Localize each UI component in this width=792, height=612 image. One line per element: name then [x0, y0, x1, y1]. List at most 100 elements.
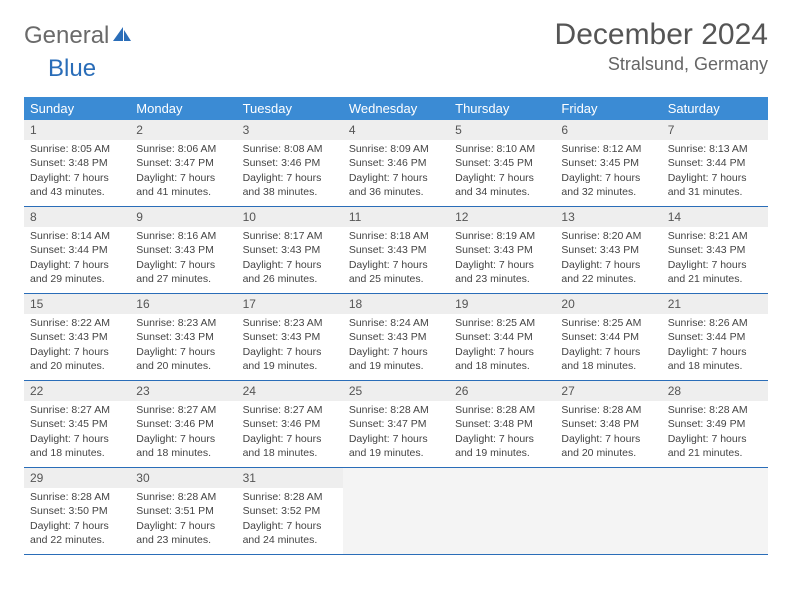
day-details: Sunrise: 8:05 AMSunset: 3:48 PMDaylight:…: [24, 140, 130, 205]
day-number: 6: [555, 120, 661, 140]
daylight-text: and 20 minutes.: [561, 446, 655, 460]
daylight-text: and 18 minutes.: [136, 446, 230, 460]
daylight-text: Daylight: 7 hours: [349, 345, 443, 359]
day-number: 12: [449, 207, 555, 227]
daylight-text: Daylight: 7 hours: [349, 171, 443, 185]
daylight-text: and 23 minutes.: [136, 533, 230, 547]
week-row: 1Sunrise: 8:05 AMSunset: 3:48 PMDaylight…: [24, 120, 768, 206]
day-cell: 31Sunrise: 8:28 AMSunset: 3:52 PMDayligh…: [237, 468, 343, 554]
sunset-text: Sunset: 3:43 PM: [668, 243, 762, 257]
empty-day: [343, 468, 449, 488]
empty-day: [662, 468, 768, 488]
day-details: Sunrise: 8:25 AMSunset: 3:44 PMDaylight:…: [449, 314, 555, 379]
sunrise-text: Sunrise: 8:23 AM: [136, 316, 230, 330]
day-details: Sunrise: 8:28 AMSunset: 3:49 PMDaylight:…: [662, 401, 768, 466]
daylight-text: Daylight: 7 hours: [243, 345, 337, 359]
sunset-text: Sunset: 3:43 PM: [455, 243, 549, 257]
sunset-text: Sunset: 3:49 PM: [668, 417, 762, 431]
day-number: 19: [449, 294, 555, 314]
day-details: Sunrise: 8:14 AMSunset: 3:44 PMDaylight:…: [24, 227, 130, 292]
day-details: Sunrise: 8:25 AMSunset: 3:44 PMDaylight:…: [555, 314, 661, 379]
day-cell: 26Sunrise: 8:28 AMSunset: 3:48 PMDayligh…: [449, 381, 555, 467]
sunrise-text: Sunrise: 8:14 AM: [30, 229, 124, 243]
daylight-text: Daylight: 7 hours: [30, 258, 124, 272]
sunset-text: Sunset: 3:46 PM: [243, 417, 337, 431]
day-cell: 10Sunrise: 8:17 AMSunset: 3:43 PMDayligh…: [237, 207, 343, 293]
day-number: 23: [130, 381, 236, 401]
day-cell: 14Sunrise: 8:21 AMSunset: 3:43 PMDayligh…: [662, 207, 768, 293]
daylight-text: and 26 minutes.: [243, 272, 337, 286]
daylight-text: Daylight: 7 hours: [561, 171, 655, 185]
daylight-text: and 19 minutes.: [349, 359, 443, 373]
day-details: Sunrise: 8:22 AMSunset: 3:43 PMDaylight:…: [24, 314, 130, 379]
empty-day: [555, 468, 661, 488]
daylight-text: Daylight: 7 hours: [455, 345, 549, 359]
day-cell: 15Sunrise: 8:22 AMSunset: 3:43 PMDayligh…: [24, 294, 130, 380]
day-cell: 20Sunrise: 8:25 AMSunset: 3:44 PMDayligh…: [555, 294, 661, 380]
day-cell: [343, 468, 449, 554]
day-details: Sunrise: 8:19 AMSunset: 3:43 PMDaylight:…: [449, 227, 555, 292]
daylight-text: and 18 minutes.: [561, 359, 655, 373]
day-cell: [555, 468, 661, 554]
day-cell: 22Sunrise: 8:27 AMSunset: 3:45 PMDayligh…: [24, 381, 130, 467]
sunrise-text: Sunrise: 8:28 AM: [243, 490, 337, 504]
day-number: 20: [555, 294, 661, 314]
day-label: Tuesday: [237, 97, 343, 120]
sunrise-text: Sunrise: 8:28 AM: [136, 490, 230, 504]
daylight-text: and 38 minutes.: [243, 185, 337, 199]
daylight-text: and 43 minutes.: [30, 185, 124, 199]
sunrise-text: Sunrise: 8:21 AM: [668, 229, 762, 243]
day-label: Wednesday: [343, 97, 449, 120]
day-details: Sunrise: 8:28 AMSunset: 3:52 PMDaylight:…: [237, 488, 343, 553]
day-details: Sunrise: 8:08 AMSunset: 3:46 PMDaylight:…: [237, 140, 343, 205]
sunrise-text: Sunrise: 8:17 AM: [243, 229, 337, 243]
daylight-text: Daylight: 7 hours: [668, 345, 762, 359]
day-details: Sunrise: 8:16 AMSunset: 3:43 PMDaylight:…: [130, 227, 236, 292]
day-number: 28: [662, 381, 768, 401]
daylight-text: and 20 minutes.: [136, 359, 230, 373]
daylight-text: Daylight: 7 hours: [455, 432, 549, 446]
day-cell: 23Sunrise: 8:27 AMSunset: 3:46 PMDayligh…: [130, 381, 236, 467]
daylight-text: Daylight: 7 hours: [668, 171, 762, 185]
sunset-text: Sunset: 3:43 PM: [349, 243, 443, 257]
sunrise-text: Sunrise: 8:23 AM: [243, 316, 337, 330]
sunrise-text: Sunrise: 8:16 AM: [136, 229, 230, 243]
day-details: Sunrise: 8:28 AMSunset: 3:51 PMDaylight:…: [130, 488, 236, 553]
daylight-text: Daylight: 7 hours: [455, 258, 549, 272]
logo-sail-icon: [111, 22, 133, 50]
sunset-text: Sunset: 3:43 PM: [349, 330, 443, 344]
day-cell: 28Sunrise: 8:28 AMSunset: 3:49 PMDayligh…: [662, 381, 768, 467]
daylight-text: Daylight: 7 hours: [30, 519, 124, 533]
daylight-text: and 27 minutes.: [136, 272, 230, 286]
day-cell: 8Sunrise: 8:14 AMSunset: 3:44 PMDaylight…: [24, 207, 130, 293]
sunset-text: Sunset: 3:43 PM: [30, 330, 124, 344]
sunset-text: Sunset: 3:45 PM: [455, 156, 549, 170]
daylight-text: Daylight: 7 hours: [243, 171, 337, 185]
day-number: 2: [130, 120, 236, 140]
day-cell: [449, 468, 555, 554]
daylight-text: Daylight: 7 hours: [136, 171, 230, 185]
day-details: Sunrise: 8:28 AMSunset: 3:47 PMDaylight:…: [343, 401, 449, 466]
logo: General: [24, 18, 133, 50]
day-number: 22: [24, 381, 130, 401]
sunset-text: Sunset: 3:48 PM: [455, 417, 549, 431]
day-cell: 7Sunrise: 8:13 AMSunset: 3:44 PMDaylight…: [662, 120, 768, 206]
sunset-text: Sunset: 3:44 PM: [668, 156, 762, 170]
daylight-text: and 29 minutes.: [30, 272, 124, 286]
sunrise-text: Sunrise: 8:27 AM: [136, 403, 230, 417]
daylight-text: Daylight: 7 hours: [668, 432, 762, 446]
daylight-text: Daylight: 7 hours: [349, 432, 443, 446]
daylight-text: Daylight: 7 hours: [243, 432, 337, 446]
day-cell: 17Sunrise: 8:23 AMSunset: 3:43 PMDayligh…: [237, 294, 343, 380]
sunset-text: Sunset: 3:43 PM: [561, 243, 655, 257]
logo-text-1: General: [24, 22, 109, 50]
day-label: Monday: [130, 97, 236, 120]
day-cell: 2Sunrise: 8:06 AMSunset: 3:47 PMDaylight…: [130, 120, 236, 206]
daylight-text: and 20 minutes.: [30, 359, 124, 373]
day-number: 4: [343, 120, 449, 140]
day-number: 9: [130, 207, 236, 227]
day-details: Sunrise: 8:20 AMSunset: 3:43 PMDaylight:…: [555, 227, 661, 292]
day-details: Sunrise: 8:28 AMSunset: 3:50 PMDaylight:…: [24, 488, 130, 553]
sunset-text: Sunset: 3:43 PM: [243, 243, 337, 257]
day-number: 24: [237, 381, 343, 401]
